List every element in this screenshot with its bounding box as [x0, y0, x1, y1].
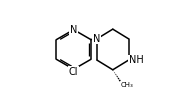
Text: N: N [93, 34, 100, 44]
Text: CH₃: CH₃ [121, 82, 134, 88]
Text: Cl: Cl [69, 67, 78, 77]
Text: NH: NH [129, 55, 143, 65]
Text: N: N [70, 25, 77, 35]
